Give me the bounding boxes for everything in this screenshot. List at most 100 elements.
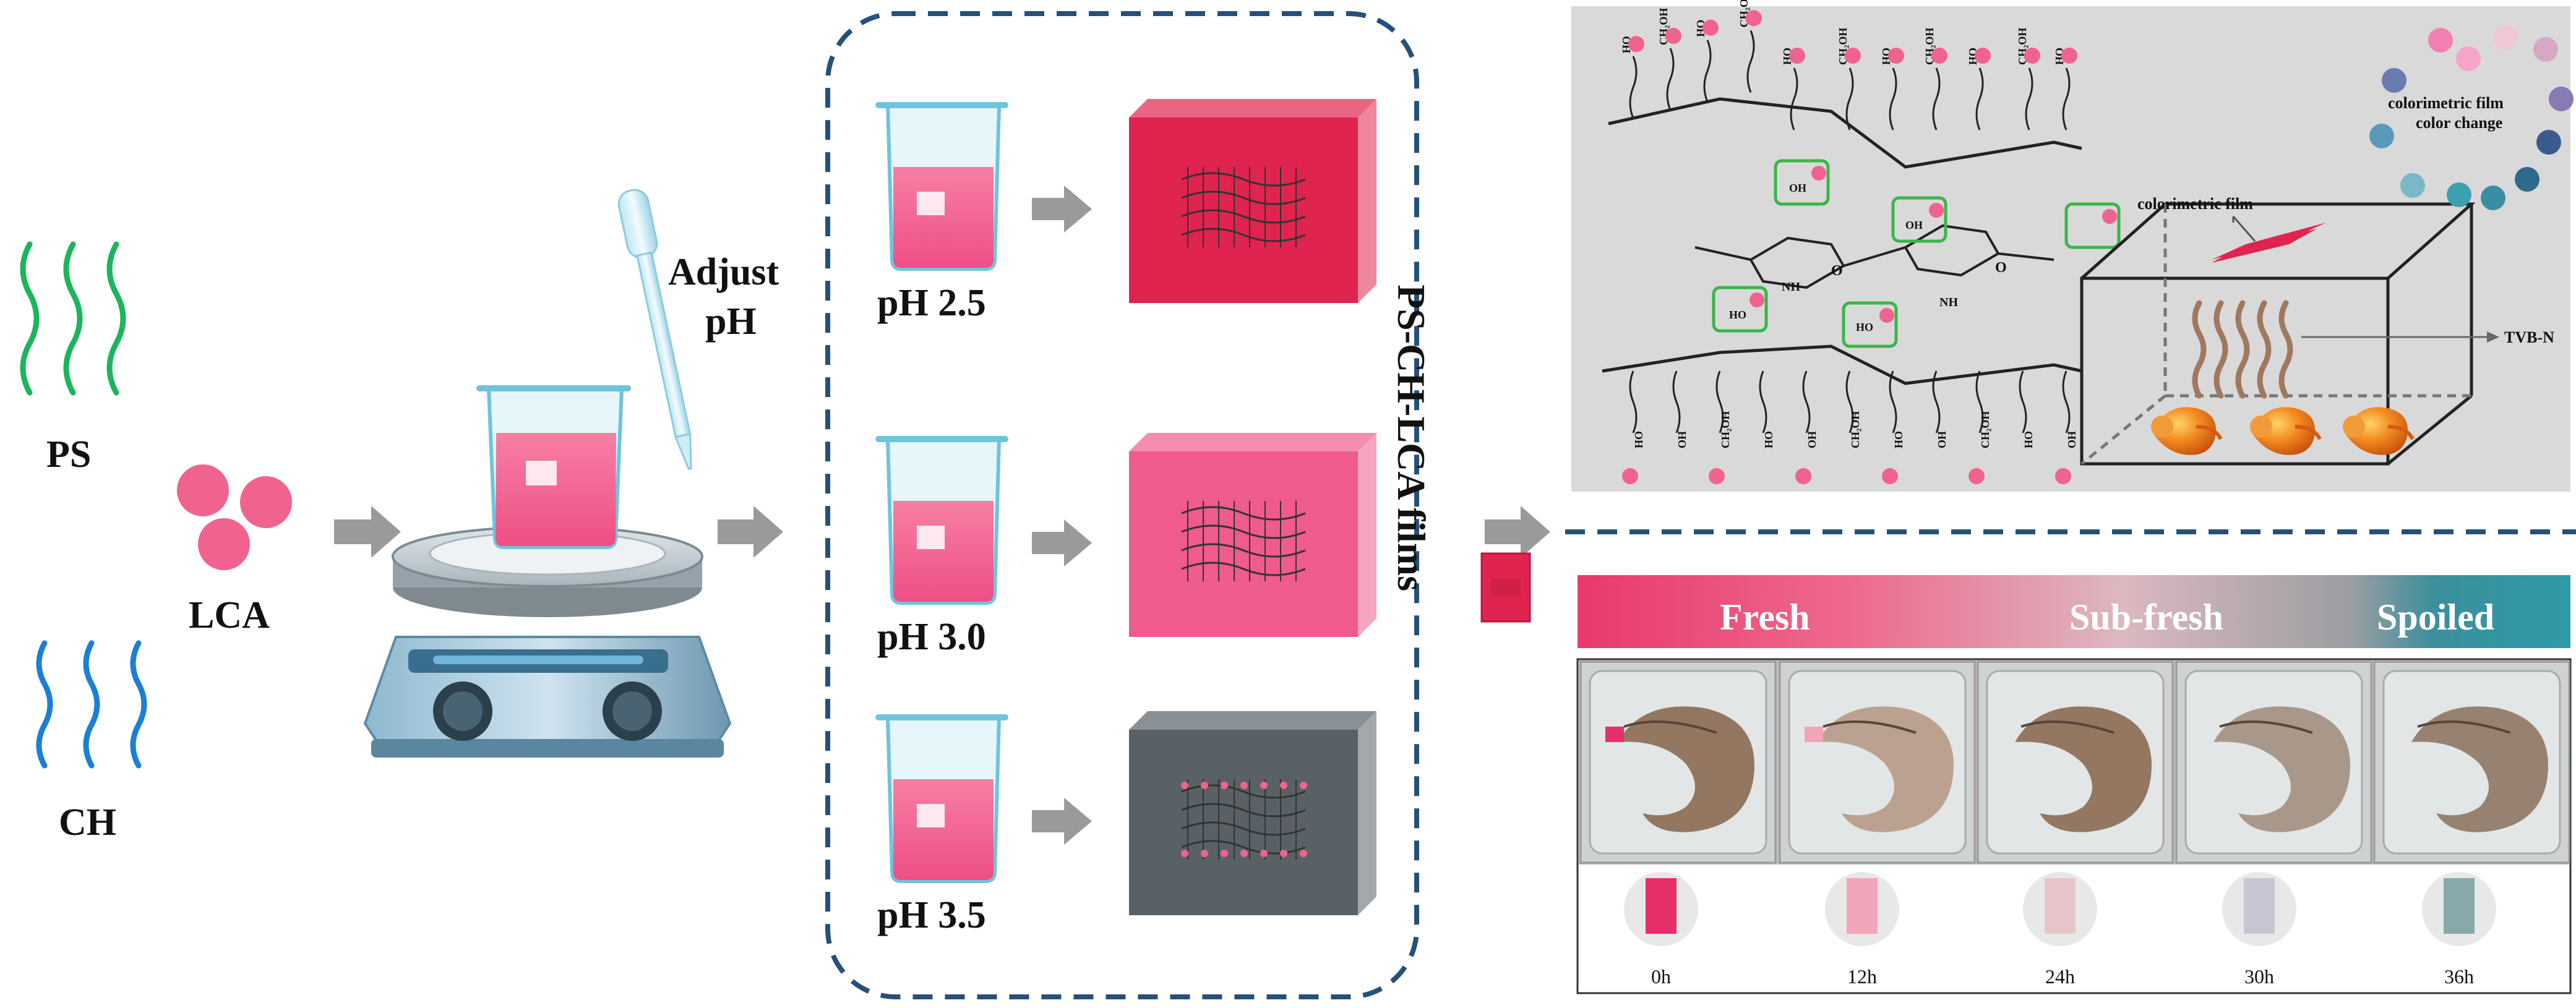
color-circle xyxy=(2400,173,2425,198)
package-box-icon xyxy=(2080,202,2476,466)
pointer-line xyxy=(2232,216,2256,242)
films-group-label: PS-CH-LCA films xyxy=(1389,284,1433,591)
film-rows: pH 2.5 pH 3.0 pH 3.5 xyxy=(875,99,1376,936)
arrow-icon xyxy=(1032,798,1092,845)
hydrogen-bond-box xyxy=(1842,301,1898,348)
color-change-circles xyxy=(2369,25,2574,210)
side-group-label: HO xyxy=(2022,431,2035,448)
indicator-swatch: 30h xyxy=(2222,872,2296,988)
side-group-label: OH xyxy=(1676,431,1688,448)
color-circle xyxy=(2382,68,2406,93)
colorimetric-film-icon xyxy=(2212,223,2326,260)
film-block xyxy=(1129,99,1376,303)
arrow-icon xyxy=(334,506,401,558)
ph-label: pH 3.0 xyxy=(877,616,986,658)
color-circle xyxy=(2533,37,2558,62)
indicator-swatch: 24h xyxy=(2023,872,2097,988)
tvbn-label: TVB-N xyxy=(2504,328,2554,346)
color-circle xyxy=(2536,130,2561,155)
oh-label: OH xyxy=(1789,182,1806,194)
arrow-icon xyxy=(1032,519,1092,566)
time-label: 30h xyxy=(2244,965,2274,988)
side-group-label: OH xyxy=(2066,431,2078,448)
shrimp-photo xyxy=(2373,660,2570,864)
shrimp-icon xyxy=(2343,407,2415,455)
time-label: 24h xyxy=(2045,965,2075,988)
ch-waves-icon xyxy=(36,640,147,769)
amino-label: NH xyxy=(1782,280,1800,294)
shrimp-icons xyxy=(2151,407,2415,455)
color-circle xyxy=(2369,124,2394,148)
color-change-label-line2: color change xyxy=(2416,114,2502,132)
beaker-icon xyxy=(875,714,1008,883)
oh-label: OH xyxy=(1905,219,1923,231)
time-label: 12h xyxy=(1847,965,1877,988)
ps-label: PS xyxy=(46,434,91,476)
shrimp-icon xyxy=(2250,407,2322,455)
adjust-ph-label-line1: Adjust xyxy=(668,251,779,293)
shrimp-photos xyxy=(1579,660,2570,864)
oxygen-label: O xyxy=(1995,260,2007,276)
indicator-swatches: 0h 12h 24h 30h 36h xyxy=(1624,872,2496,988)
side-group-label: HO xyxy=(1762,431,1775,448)
color-circle xyxy=(2515,167,2540,192)
arrow-icon xyxy=(718,506,783,558)
stage-fresh: Fresh xyxy=(1720,597,1810,638)
hydrogen-bond-box xyxy=(1774,159,1830,206)
shrimp-photo xyxy=(1579,660,1777,864)
oxygen-label: O xyxy=(1831,263,1843,279)
colorimetric-film-label: colorimetric film xyxy=(2137,195,2253,213)
hydrogen-bond-box xyxy=(1891,196,1947,243)
tvbn-vapor-icon xyxy=(2192,300,2293,399)
ho-label: HO xyxy=(1729,309,1746,321)
side-group-label: CH₂OH xyxy=(1719,411,1732,448)
time-label: 36h xyxy=(2444,965,2474,988)
film-block xyxy=(1129,433,1376,637)
side-group-label: OH xyxy=(1936,431,1948,448)
film-row: pH 3.5 xyxy=(875,711,1376,936)
color-change-label-line1: colorimetric film xyxy=(2388,94,2504,112)
arrow-icon xyxy=(1032,186,1092,233)
shrimp-photo xyxy=(1977,660,2174,864)
freshness-gradient-bar xyxy=(1578,575,2570,648)
arrow-icon xyxy=(1485,506,1550,558)
color-circle xyxy=(2549,87,2574,111)
hydrogen-bond-box xyxy=(2064,202,2121,249)
ph-label: pH 2.5 xyxy=(877,282,986,324)
ph-label: pH 3.5 xyxy=(877,894,986,936)
stage-sub-fresh: Sub-fresh xyxy=(2069,597,2223,638)
side-group-label: CH₂OH xyxy=(1849,411,1861,448)
color-circle xyxy=(2447,182,2471,207)
indicator-swatch: 36h xyxy=(2422,872,2496,988)
color-circle xyxy=(2493,25,2518,49)
film-row: pH 3.0 xyxy=(875,433,1376,658)
side-group-label: OH xyxy=(1806,431,1818,448)
side-group-label: HO xyxy=(1633,431,1645,448)
film-row: pH 2.5 xyxy=(875,99,1376,324)
stage-spoiled: Spoiled xyxy=(2377,597,2494,638)
beaker-icon xyxy=(875,436,1008,605)
adjust-ph-label-line2: pH xyxy=(705,301,757,343)
side-group-label: CH₂OH xyxy=(1979,411,1991,448)
lca-label: LCA xyxy=(189,594,270,636)
side-group-label: HO xyxy=(1892,431,1905,448)
film-block xyxy=(1129,711,1376,915)
indicator-swatch: 12h xyxy=(1825,872,1899,988)
color-circle xyxy=(2428,28,2453,53)
ho-label: HO xyxy=(1856,321,1873,333)
time-label: 0h xyxy=(1651,965,1671,988)
hydrogen-bond-box xyxy=(1712,286,1768,333)
beaker-icon xyxy=(875,102,1008,271)
amino-label: NH xyxy=(1939,296,1958,309)
small-film-icon xyxy=(1480,552,1531,623)
beaker-icon xyxy=(476,385,631,549)
shrimp-icon xyxy=(2151,407,2223,455)
arrow-head-icon xyxy=(2487,331,2499,343)
magnetic-stirrer-icon xyxy=(363,526,732,758)
shrimp-photo xyxy=(1779,660,1976,864)
lca-dots-icon xyxy=(177,464,292,570)
ch-label: CH xyxy=(59,801,116,844)
indicator-swatch: 0h xyxy=(1624,872,1698,988)
